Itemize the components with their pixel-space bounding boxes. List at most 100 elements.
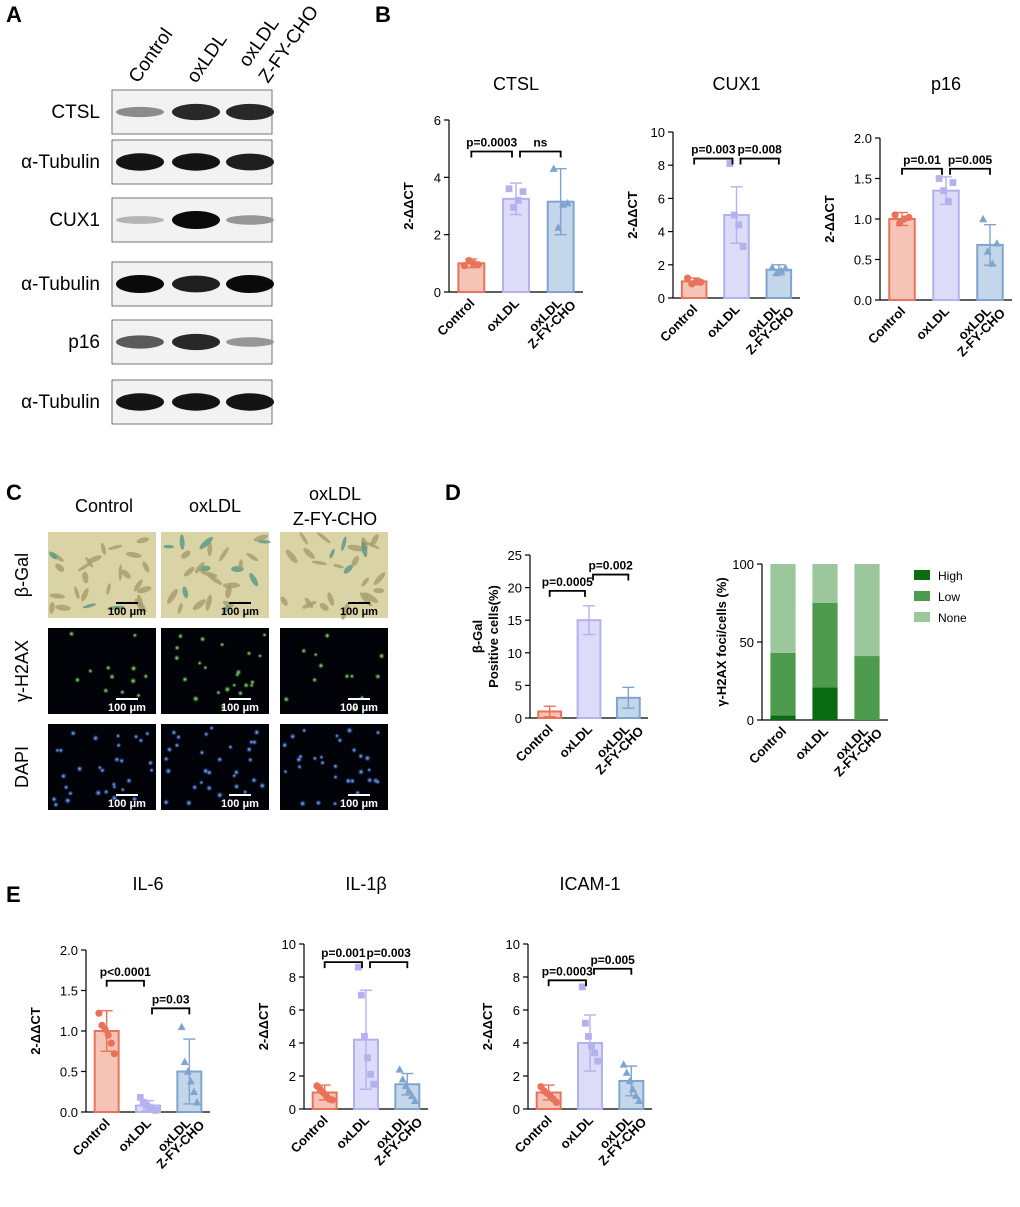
blot-band — [116, 335, 164, 349]
x-tick-label: Control — [865, 304, 908, 347]
y-tick-label: 0.5 — [854, 253, 872, 268]
y-tick-label: 2 — [658, 258, 665, 273]
data-point — [404, 1086, 413, 1095]
y-tick-label: 25 — [508, 548, 522, 563]
data-point — [585, 1033, 592, 1040]
blot-band — [116, 275, 164, 293]
x-tick-label: oxLDL — [115, 1115, 154, 1154]
y-tick-label: 8 — [658, 158, 665, 173]
data-point — [357, 991, 365, 999]
micrograph-row-label: β-Gal — [12, 553, 32, 597]
significance-bracket — [548, 589, 586, 597]
y-tick-label: 10 — [506, 937, 520, 952]
y-tick-label: 10 — [282, 937, 296, 952]
data-point — [588, 1042, 595, 1050]
stacked-segment — [770, 652, 796, 716]
data-point — [401, 1081, 410, 1090]
blot-band — [226, 275, 274, 293]
micrograph-image: 100 μm — [280, 724, 388, 810]
data-point — [183, 1067, 192, 1075]
p-value-label: p=0.003 — [691, 143, 736, 157]
x-tick-label: oxLDL — [792, 723, 831, 762]
y-axis-label: Positive cells(%) — [486, 585, 501, 688]
data-point — [510, 204, 518, 211]
data-point — [361, 1033, 368, 1040]
y-axis-label: 2-ΔΔCT — [401, 182, 416, 230]
x-tick-label: Control — [657, 302, 700, 345]
data-point — [781, 263, 790, 272]
data-point — [983, 247, 992, 255]
data-point — [988, 259, 997, 267]
significance-bracket — [693, 157, 734, 165]
chart-p16: p16 0.0 0.5 1.0 1.5 2.0 2-ΔΔCT p=0.01 p=0.005 Con… — [822, 74, 1012, 360]
p-value-label: p<0.0001 — [100, 965, 151, 979]
wb-row: CTSL — [51, 89, 274, 135]
micrograph-image: 100 μm — [48, 532, 156, 618]
y-tick-label: 5 — [515, 678, 522, 693]
blot-band — [116, 393, 164, 411]
y-tick-label: 20 — [508, 581, 522, 596]
micrograph-row-label: DAPI — [12, 746, 32, 788]
y-axis-label: 2-ΔΔCT — [822, 195, 837, 243]
data-point — [186, 1077, 195, 1085]
data-point — [581, 1019, 589, 1027]
data-point — [177, 1022, 186, 1031]
mic-col-control: Control — [75, 496, 133, 516]
y-axis-label: 2-ΔΔCT — [625, 191, 640, 239]
panel-label-b: B — [375, 2, 391, 27]
blot-band — [116, 106, 164, 118]
y-tick-label: 0 — [515, 711, 522, 726]
micrograph-image: 100 μm — [161, 628, 269, 714]
significance-bracket — [369, 961, 409, 969]
y-tick-label: 2.0 — [854, 131, 872, 146]
stacked-segment — [770, 564, 796, 653]
data-point — [107, 1039, 115, 1047]
data-point — [519, 188, 527, 196]
y-tick-label: 4 — [513, 1036, 520, 1051]
data-point — [768, 263, 777, 271]
blot-band — [116, 153, 164, 171]
data-point — [628, 1085, 637, 1093]
y-tick-label: 10 — [651, 125, 665, 140]
legend-label: Low — [938, 590, 960, 604]
wb-column-headers: Control oxLDL oxLDL Z-FY-CHO — [125, 2, 323, 87]
data-point — [635, 1096, 644, 1104]
y-axis-label: 2-ΔΔCT — [480, 1003, 495, 1051]
data-point — [180, 1057, 189, 1065]
y-tick-label: 0 — [434, 285, 441, 300]
data-point — [411, 1096, 420, 1104]
micrograph-image: 100 μm — [161, 532, 271, 618]
data-point — [189, 1087, 198, 1095]
stacked-segment — [812, 687, 838, 720]
scale-bar-label: 100 μm — [340, 606, 378, 618]
x-tick-label: oxLDL — [913, 303, 952, 342]
y-tick-label: 8 — [513, 970, 520, 985]
western-blot: CTSL α-Tubulin CUX1 α-Tubulin p16 α-Tubulin — [21, 89, 274, 425]
data-point — [905, 213, 913, 221]
y-tick-label: 15 — [508, 613, 522, 628]
blot-band — [172, 103, 220, 121]
data-point — [739, 243, 747, 250]
data-point — [631, 1091, 640, 1099]
data-point — [730, 211, 738, 219]
chart-cux1: CUX1 0 2 4 6 8 10 2-ΔΔCT p=0.003 p=0.008 Control ox… — [625, 74, 800, 358]
p-value-label: p=0.002 — [588, 559, 633, 573]
blot-band — [172, 393, 220, 411]
data-point — [398, 1075, 407, 1083]
micrographs: β-Gal 100 μm 100 μm 100 μm γ-H2AX 100 μm 100 μ… — [12, 532, 388, 810]
y-tick-label: 4 — [658, 225, 665, 240]
data-point — [328, 1096, 336, 1104]
panel-label-c: C — [6, 480, 22, 505]
legend-label: None — [938, 611, 967, 625]
panel-label-a: A — [6, 2, 22, 27]
significance-bracket — [592, 573, 630, 581]
wb-row: CUX1 — [49, 197, 274, 243]
chart-title: IL-1β — [345, 874, 386, 894]
x-tick-label: oxLDL — [483, 295, 522, 334]
data-point — [772, 268, 781, 277]
y-tick-label: 50 — [740, 635, 754, 650]
micrograph-image: 100 μm — [280, 532, 388, 620]
stacked-segment — [854, 564, 880, 657]
blot-band — [226, 103, 274, 121]
